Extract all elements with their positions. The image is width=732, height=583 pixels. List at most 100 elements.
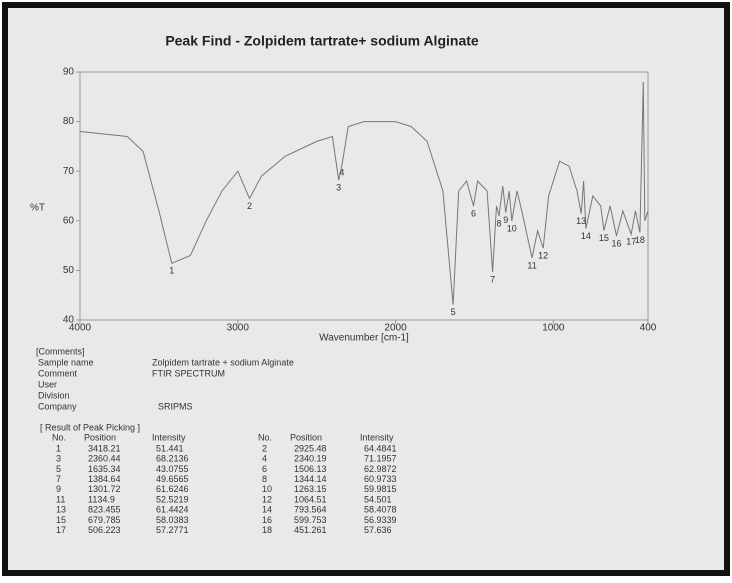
table-cell: 679.785 bbox=[88, 515, 121, 525]
comments-heading: [Comments] bbox=[36, 346, 85, 356]
peak-label: 9 bbox=[503, 215, 508, 225]
peak-label: 6 bbox=[471, 208, 476, 218]
table-header: Intensity bbox=[360, 432, 394, 442]
table-cell: 11 bbox=[56, 494, 65, 504]
y-tick-label: 80 bbox=[63, 116, 75, 127]
table-cell: 599.753 bbox=[294, 515, 327, 525]
peak-label: 1 bbox=[169, 266, 174, 276]
table-cell: 1506.13 bbox=[294, 464, 327, 474]
table-header: Intensity bbox=[152, 432, 186, 442]
table-cell: 1635.34 bbox=[88, 464, 121, 474]
table-cell: 8 bbox=[262, 474, 267, 484]
table-cell: 15 bbox=[56, 515, 66, 525]
table-cell: 61.4424 bbox=[156, 505, 189, 515]
comment-label: User bbox=[38, 379, 57, 389]
y-tick-label: 40 bbox=[63, 315, 75, 326]
x-tick-label: 2000 bbox=[384, 323, 407, 334]
table-cell: 1263.15 bbox=[294, 484, 327, 494]
table-cell: 1301.72 bbox=[88, 484, 121, 494]
table-header: No. bbox=[258, 432, 272, 442]
peak-label: 15 bbox=[599, 233, 609, 243]
plot-frame bbox=[79, 71, 649, 321]
table-cell: 1134.9 bbox=[88, 494, 115, 504]
peak-label: 2 bbox=[247, 201, 252, 211]
table-cell: 3 bbox=[56, 454, 61, 464]
table-cell: 68.2136 bbox=[156, 454, 189, 464]
table-cell: 13 bbox=[56, 505, 66, 515]
table-cell: 57.2771 bbox=[156, 525, 189, 535]
peak-label: 4 bbox=[339, 168, 344, 178]
comment-value: FTIR SPECTRUM bbox=[152, 368, 225, 378]
table-cell: 71.1957 bbox=[364, 454, 397, 464]
table-cell: 10 bbox=[262, 484, 272, 494]
y-tick-label: 90 bbox=[63, 67, 75, 78]
table-cell: 43.0755 bbox=[156, 464, 189, 474]
table-cell: 506.223 bbox=[88, 525, 121, 535]
comment-label: Division bbox=[38, 390, 70, 400]
x-tick-label: 1000 bbox=[542, 323, 565, 334]
table-cell: 51.441 bbox=[156, 443, 184, 453]
y-tick-label: 60 bbox=[63, 215, 75, 226]
x-tick-label: 4000 bbox=[69, 323, 92, 334]
table-cell: 62.9872 bbox=[364, 464, 397, 474]
comment-value: Zolpidem tartrate + sodium Alginate bbox=[152, 357, 294, 367]
table-cell: 61.6246 bbox=[156, 484, 189, 494]
table-cell: 58.4078 bbox=[364, 505, 397, 515]
table-cell: 2 bbox=[262, 443, 267, 453]
peak-label: 16 bbox=[611, 238, 621, 248]
table-cell: 12 bbox=[262, 494, 272, 504]
y-tick-label: 50 bbox=[63, 265, 75, 276]
table-cell: 1064.51 bbox=[294, 494, 327, 504]
table-cell: 7 bbox=[56, 474, 61, 484]
table-cell: 57.636 bbox=[364, 525, 392, 535]
peak-label: 3 bbox=[336, 182, 341, 192]
x-tick-label: 400 bbox=[640, 323, 657, 334]
table-cell: 823.455 bbox=[88, 505, 121, 515]
table-cell: 16 bbox=[262, 515, 272, 525]
peak-label: 12 bbox=[538, 250, 548, 260]
table-cell: 14 bbox=[262, 505, 272, 515]
table-cell: 451.261 bbox=[294, 525, 327, 535]
table-cell: 2925.48 bbox=[294, 443, 327, 453]
table-cell: 64.4841 bbox=[364, 443, 397, 453]
table-cell: 59.9815 bbox=[364, 484, 397, 494]
peak-label: 10 bbox=[507, 223, 517, 233]
table-cell: 1384.64 bbox=[88, 474, 121, 484]
comment-label: Sample name bbox=[38, 357, 94, 367]
peak-label: 13 bbox=[576, 216, 586, 226]
table-cell: 4 bbox=[262, 454, 267, 464]
table-cell: 60.9733 bbox=[364, 474, 397, 484]
table-cell: 9 bbox=[56, 484, 61, 494]
table-cell: 54.501 bbox=[364, 494, 392, 504]
comment-label: Comment bbox=[38, 368, 78, 378]
x-axis-label: Wavenumber [cm-1] bbox=[319, 333, 409, 344]
y-tick-label: 70 bbox=[63, 166, 75, 177]
peak-label: 7 bbox=[490, 274, 495, 284]
table-cell: 18 bbox=[262, 525, 272, 535]
table-cell: 6 bbox=[262, 464, 267, 474]
comment-value: SRIPMS bbox=[158, 401, 193, 411]
peak-label: 17 bbox=[626, 237, 636, 247]
chart-title: Peak Find - Zolpidem tartrate+ sodium Al… bbox=[165, 33, 479, 49]
peak-label: 18 bbox=[635, 235, 645, 245]
y-axis-label: %T bbox=[30, 203, 45, 214]
peak-label: 14 bbox=[581, 231, 591, 241]
peak-label: 5 bbox=[451, 307, 456, 317]
table-cell: 1344.14 bbox=[294, 474, 327, 484]
table-cell: 58.0383 bbox=[156, 515, 189, 525]
table-cell: 2360.44 bbox=[88, 454, 121, 464]
photo-frame bbox=[2, 2, 730, 576]
table-title: [ Result of Peak Picking ] bbox=[40, 422, 140, 432]
table-cell: 3418.21 bbox=[88, 443, 121, 453]
table-cell: 49.6565 bbox=[156, 474, 189, 484]
table-cell: 5 bbox=[56, 464, 61, 474]
table-header: Position bbox=[290, 432, 322, 442]
table-cell: 17 bbox=[56, 525, 66, 535]
table-cell: 1 bbox=[56, 443, 61, 453]
table-cell: 2340.19 bbox=[294, 454, 327, 464]
table-cell: 52.5219 bbox=[156, 494, 189, 504]
comment-label: Company bbox=[38, 401, 77, 411]
peak-label: 11 bbox=[527, 260, 536, 270]
table-header: No. bbox=[52, 432, 66, 442]
